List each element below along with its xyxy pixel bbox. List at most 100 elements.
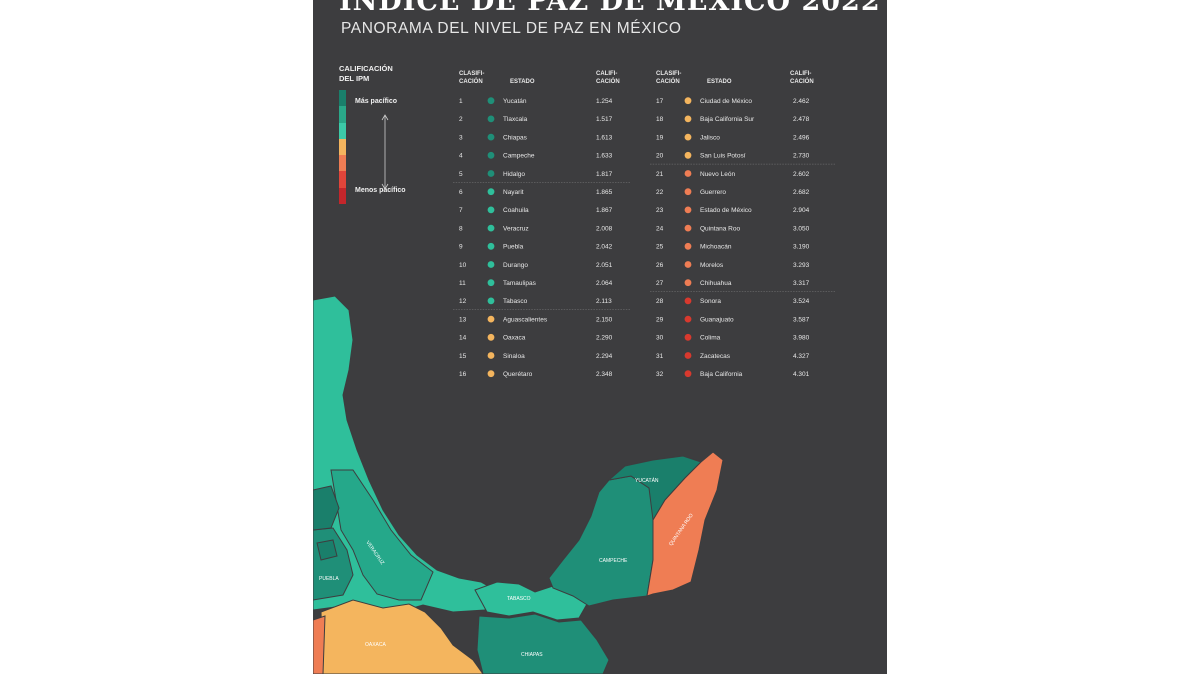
- table-cell-rank: 6: [459, 189, 463, 196]
- table-cell-score: 2.042: [596, 244, 613, 251]
- table-status-dot: [487, 188, 495, 196]
- legend-top-label: Más pacífico: [355, 98, 398, 105]
- table-cell-score: 2.008: [596, 225, 613, 232]
- table-cell-score: 1.865: [596, 189, 613, 196]
- table-cell-score: 2.730: [793, 153, 810, 160]
- table-cell-rank: 24: [656, 225, 664, 232]
- header-score-right-line2: CACIÓN: [790, 77, 814, 85]
- table-cell-state: Chihuahua: [700, 280, 732, 287]
- table-cell-state: Morelos: [700, 262, 724, 269]
- table-cell-score: 3.190: [793, 244, 810, 251]
- table-status-dot: [487, 151, 495, 159]
- table-cell-score: 2.051: [596, 262, 613, 269]
- table-cell-score: 2.478: [793, 116, 810, 123]
- table-status-dot: [487, 370, 495, 378]
- table-cell-state: Nayarit: [503, 189, 524, 196]
- map-label-oaxaca: OAXACA: [365, 642, 387, 648]
- map-states: [313, 295, 724, 674]
- table-cell-rank: 14: [459, 335, 467, 342]
- header-rank-right-line2: CACIÓN: [656, 77, 680, 85]
- header-score-left-line2: CACIÓN: [596, 77, 620, 85]
- table-cell-state: Ciudad de México: [700, 98, 752, 105]
- table-cell-state: Guanajuato: [700, 316, 734, 323]
- table-cell-score: 2.462: [793, 98, 810, 105]
- table-cell-state: Guerrero: [700, 189, 726, 196]
- legend-double-arrow-icon: [381, 114, 389, 190]
- table-cell-score: 2.602: [793, 171, 810, 178]
- table-cell-score: 2.496: [793, 134, 810, 141]
- table-cell-rank: 18: [656, 116, 664, 123]
- table-status-dot: [487, 170, 495, 177]
- table-status-dot: [684, 188, 692, 196]
- table-cell-state: Nuevo León: [700, 171, 735, 178]
- table-cell-rank: 16: [459, 371, 467, 378]
- ranking-table: CLASIFI- CACIÓN ESTADO CALIFI- CACIÓN CL…: [453, 71, 835, 378]
- table-cell-state: Yucatán: [503, 98, 527, 105]
- header-score-right-line1: CALIFI-: [790, 71, 811, 77]
- table-cell-score: 2.294: [596, 353, 613, 360]
- table-cell-state: Coahuila: [503, 207, 529, 214]
- table-status-dot: [487, 315, 495, 323]
- table-status-dot: [487, 97, 495, 105]
- table-status-dot: [684, 261, 692, 268]
- map-label-tabasco: TABASCO: [507, 596, 531, 602]
- legend-color-scale: [339, 90, 346, 205]
- table-status-dot: [684, 315, 692, 323]
- table-cell-score: 3.980: [793, 335, 810, 342]
- table-cell-state: Michoacán: [700, 244, 732, 251]
- legend-title-line2: DEL IPM: [339, 74, 370, 83]
- table-cell-rank: 21: [656, 171, 664, 178]
- table-cell-rank: 31: [656, 353, 664, 360]
- table-cell-state: Colima: [700, 335, 721, 342]
- table-cell-state: Veracruz: [503, 225, 529, 232]
- table-status-dot: [487, 261, 495, 268]
- header-score-left-line1: CALIFI-: [596, 71, 617, 77]
- table-cell-state: Quintana Roo: [700, 225, 740, 232]
- table-header: CLASIFI- CACIÓN ESTADO CALIFI- CACIÓN CL…: [459, 71, 814, 85]
- map-label-campeche: CAMPECHE: [599, 558, 628, 564]
- table-cell-rank: 4: [459, 153, 463, 160]
- table-status-dot: [684, 170, 692, 177]
- header-rank-right-line1: CLASIFI-: [656, 71, 681, 77]
- table-status-dot: [684, 224, 692, 232]
- table-cell-state: Oaxaca: [503, 335, 526, 342]
- table-cell-rank: 12: [459, 298, 467, 305]
- table-cell-score: 2.904: [793, 207, 810, 214]
- legend-scale-segment: [339, 187, 346, 205]
- table-rows: 1 Yucatán 1.254 2 Tlaxcala 1.517 3 Chiapas 1.613…: [453, 97, 835, 378]
- map-state-veracruz: [330, 469, 434, 601]
- table-status-dot: [487, 333, 495, 341]
- score-legend: CALIFICACIÓN DEL IPM Más pacífico Menos …: [337, 62, 447, 212]
- header-rank-left-line1: CLASIFI-: [459, 71, 484, 77]
- table-cell-rank: 32: [656, 371, 664, 378]
- table-cell-state: Campeche: [503, 153, 535, 160]
- table-cell-state: Chiapas: [503, 134, 528, 141]
- table-cell-score: 4.327: [793, 353, 810, 360]
- table-status-dot: [684, 97, 692, 105]
- table-status-dot: [487, 297, 495, 305]
- table-cell-rank: 9: [459, 244, 463, 251]
- table-cell-state: Jalisco: [700, 134, 720, 141]
- map-state-chiapas: [476, 613, 610, 674]
- table-status-dot: [487, 206, 495, 214]
- map-state-tlaxcala: [316, 539, 338, 561]
- table-cell-state: Baja California Sur: [700, 116, 755, 123]
- table-status-dot: [684, 333, 692, 341]
- table-cell-score: 2.348: [596, 371, 613, 378]
- table-cell-rank: 25: [656, 244, 664, 251]
- table-status-dot: [684, 133, 692, 141]
- table-cell-state: San Luis Potosí: [700, 153, 746, 160]
- table-cell-rank: 27: [656, 280, 664, 287]
- table-cell-state: Baja California: [700, 371, 743, 378]
- table-cell-rank: 22: [656, 189, 664, 196]
- table-cell-rank: 5: [459, 171, 463, 178]
- table-cell-rank: 26: [656, 262, 664, 269]
- table-cell-state: Durango: [503, 262, 528, 269]
- table-cell-rank: 11: [459, 280, 466, 287]
- table-cell-score: 2.064: [596, 280, 613, 287]
- table-cell-score: 1.613: [596, 134, 613, 141]
- legend-scale-segment: [339, 138, 346, 156]
- map-state-quintana-roo: [646, 451, 724, 597]
- legend-scale-segment: [339, 155, 346, 172]
- table-cell-state: Sinaloa: [503, 353, 525, 360]
